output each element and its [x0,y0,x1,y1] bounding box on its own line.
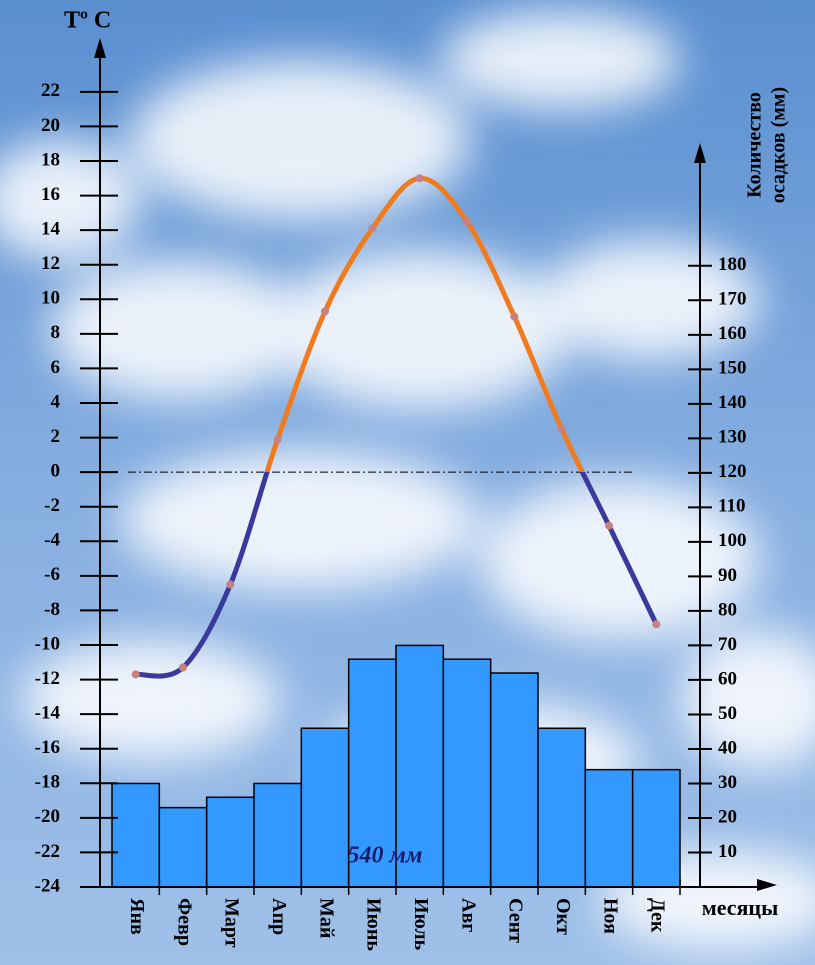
x-axis-arrow [757,879,777,891]
y-tick-label: 18 [41,149,60,170]
y2-tick-label: 90 [718,565,737,586]
temperature-point [652,620,661,629]
bar [442,658,492,888]
bar [631,768,681,888]
temperature-point [179,663,187,672]
y2-tick-label: 80 [718,599,737,620]
y-tick-label: -14 [35,703,61,724]
bar [537,727,587,888]
x-tick-label: Ноя [599,898,621,934]
bar [111,782,161,888]
y2-tick-label: 170 [718,289,747,310]
y-tick-label: 2 [51,426,61,447]
y-tick-label: -6 [44,564,60,585]
y2-axis-arrow [694,143,706,163]
x-tick-label: Янв [126,898,148,935]
temperature-point [226,580,235,589]
y2-tick-label: 60 [718,668,737,689]
temperature-point [321,307,329,316]
y2-tick-label: 120 [718,461,747,482]
y-tick-label: 10 [41,288,60,309]
annotation: 540 мм [348,843,423,869]
y-tick-label: 16 [41,184,60,205]
y-tick-label: -24 [35,875,61,896]
y-tick-label: -18 [35,772,60,793]
x-tick-label: Авг [457,898,479,932]
y-tick-label: -20 [35,806,60,827]
temperature-point [368,224,377,233]
bar [158,806,208,888]
plot [111,471,681,888]
bar [489,672,539,888]
y2-tick-label: 30 [718,772,737,793]
x-tick-label: Июль [410,898,432,951]
y2-tick-label: 100 [718,530,747,551]
y2-tick-label: 40 [718,737,737,758]
y-tick-label: -12 [35,668,60,689]
y-tick-label: 12 [41,253,60,274]
x-tick-label: Март [221,898,243,948]
y-tick-label: 0 [51,461,61,482]
bar [253,782,303,888]
bar [205,796,255,888]
temperature-point [131,670,140,679]
y-tick-label: 6 [51,357,61,378]
x-tick-label: Окт [552,898,574,935]
y-tick-label: 22 [41,80,60,101]
temperature-point [605,521,613,530]
x-tick-label: Апр [268,898,290,935]
x-tick-label: Сент [505,898,527,943]
bar [300,727,350,888]
y2-axis-label: осадков (мм) [768,87,790,203]
y-tick-label: 14 [41,219,61,240]
y2-tick-label: 10 [718,841,737,862]
temperature-point [510,312,519,321]
temperature-point [557,424,566,433]
y2-axis-label: Количество [744,92,766,198]
temperature-point [415,174,424,183]
y-axis-label: Tº C [64,8,111,34]
y2-tick-label: 20 [718,806,737,827]
y2-tick-label: 130 [718,427,747,448]
y-tick-label: 8 [51,322,61,343]
y-axis-arrow [94,38,106,58]
y2-tick-label: 50 [718,703,737,724]
y-tick-label: -16 [35,737,60,758]
bar [347,658,397,888]
x-tick-label: Дек [647,898,669,933]
y-tick-label: 20 [41,115,60,136]
bar [584,768,634,888]
x-tick-label: Февр [173,898,195,946]
y2-tick-label: 180 [718,254,747,275]
x-tick-label: Май [315,898,337,938]
y-tick-label: -8 [44,599,60,620]
y-tick-label: -4 [44,530,60,551]
y2-tick-label: 70 [718,634,737,655]
x-axis-label: месяцы [702,895,779,920]
y-tick-label: 4 [51,391,61,412]
y2-tick-label: 150 [718,358,747,379]
x-tick-label: Июнь [363,898,385,951]
bar [395,644,445,888]
y-tick-label: -22 [35,841,60,862]
y2-tick-label: 110 [718,496,745,517]
y2-tick-label: 140 [718,392,747,413]
y-tick-label: -10 [35,633,60,654]
y-tick-label: -2 [44,495,60,516]
temperature-point [273,435,282,444]
y2-tick-label: 160 [718,323,747,344]
temperature-point [463,217,471,226]
